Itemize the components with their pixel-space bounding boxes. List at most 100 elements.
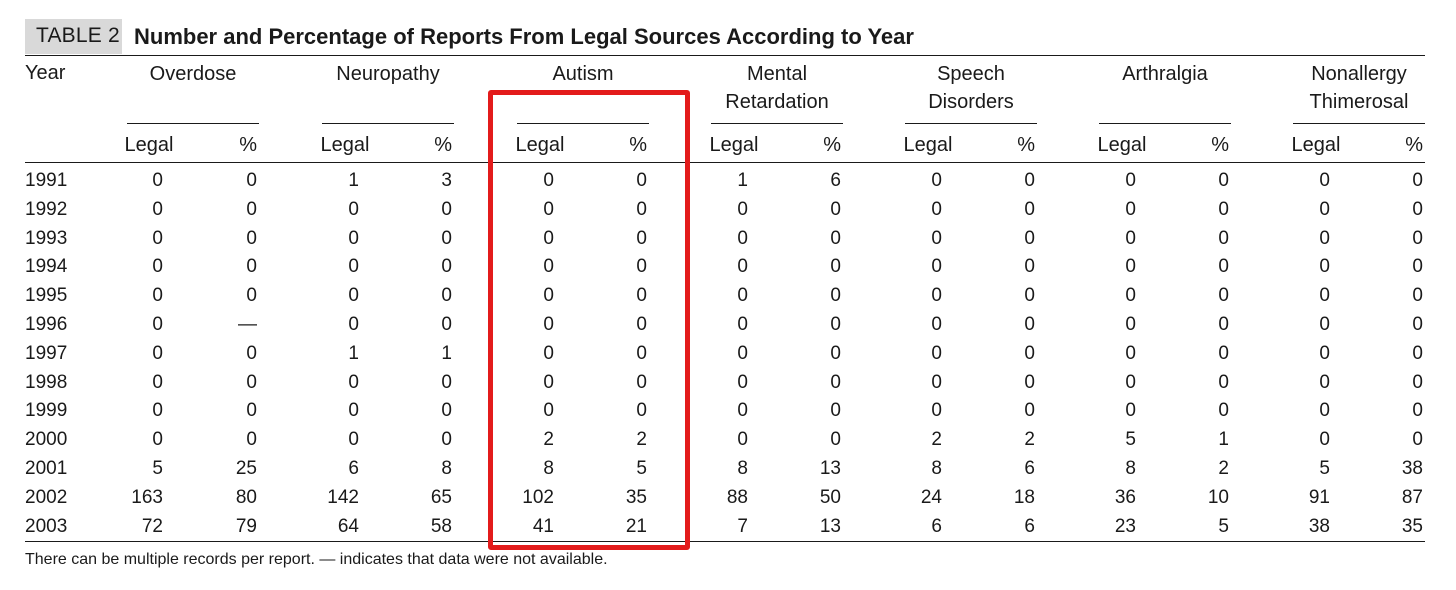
- percent-cell: 0: [1412, 227, 1423, 249]
- legal-count-cell: 0: [1125, 314, 1136, 335]
- percent-cell: 1: [441, 342, 452, 364]
- autism-highlight-box: [488, 90, 690, 550]
- percent-cell: 0: [830, 314, 841, 335]
- legal-count-cell: 0: [543, 342, 554, 364]
- table-label-box: [25, 19, 122, 54]
- group-header-6: Nonallergy Thimerosal: [1309, 63, 1409, 113]
- percent-cell: 0: [1218, 342, 1229, 364]
- legal-count-cell: 0: [1319, 400, 1330, 422]
- percent-cell: 18: [1013, 486, 1035, 508]
- legal-count-cell: 0: [737, 314, 748, 335]
- legal-count-cell: 5: [152, 458, 163, 479]
- legal-count-cell: 0: [931, 170, 942, 191]
- legal-count-cell: 0: [1319, 170, 1330, 191]
- percent-cell: 0: [1412, 198, 1423, 220]
- sub-header-legal-4: Legal: [903, 134, 953, 156]
- legal-count-cell: 0: [737, 371, 748, 393]
- header-rule: [25, 162, 1425, 163]
- group-underline-1: [322, 123, 454, 124]
- year-cell: 1994: [25, 256, 68, 278]
- percent-cell: 5: [636, 458, 647, 479]
- legal-count-cell: 7: [737, 515, 748, 537]
- legal-count-cell: 142: [327, 486, 359, 508]
- percent-cell: 0: [441, 198, 452, 220]
- legal-count-cell: 0: [152, 400, 163, 422]
- sub-header-legal-3: Legal: [709, 134, 759, 156]
- legal-count-cell: 0: [1125, 342, 1136, 364]
- percent-cell: 0: [636, 170, 647, 191]
- legal-count-cell: 0: [348, 314, 359, 335]
- percent-cell: 0: [1412, 314, 1423, 335]
- percent-cell: 0: [1024, 371, 1035, 393]
- percent-cell: 0: [1024, 227, 1035, 249]
- percent-cell: 0: [830, 342, 841, 364]
- percent-cell: 79: [235, 515, 257, 537]
- percent-cell: 87: [1401, 486, 1423, 508]
- table-row: 1996 0 — 0 0 0 0 0 0 0 0 0 0 0 0: [0, 314, 1456, 342]
- percent-cell: 0: [1218, 285, 1229, 307]
- percent-cell: 0: [1412, 256, 1423, 278]
- table-row: 2003 72 79 64 58 41 21 7 13 6 6 23 5 38 35: [0, 516, 1456, 544]
- group-header-4: Speech Disorders: [928, 63, 1014, 113]
- percent-cell: 0: [830, 256, 841, 278]
- legal-count-cell: 1: [348, 342, 359, 364]
- percent-cell: 2: [636, 429, 647, 451]
- group-header-0: Overdose: [149, 63, 237, 85]
- percent-cell: 6: [1024, 515, 1035, 537]
- percent-cell: 0: [636, 342, 647, 364]
- legal-count-cell: 0: [1319, 429, 1330, 451]
- legal-count-cell: 5: [1125, 429, 1136, 451]
- table-row: 2001 5 25 6 8 8 5 8 13 8 6 8 2 5 38: [0, 458, 1456, 486]
- sub-header-legal-5: Legal: [1097, 134, 1147, 156]
- legal-count-cell: 0: [152, 314, 163, 335]
- group-header-2: Autism: [552, 63, 614, 85]
- legal-count-cell: 5: [1319, 458, 1330, 479]
- year-cell: 1991: [25, 170, 68, 191]
- legal-count-cell: 0: [543, 227, 554, 249]
- legal-count-cell: 0: [348, 400, 359, 422]
- percent-cell: 0: [246, 400, 257, 422]
- percent-cell: 0: [1024, 342, 1035, 364]
- table-label: TABLE 2: [36, 24, 120, 47]
- legal-count-cell: 6: [931, 515, 942, 537]
- legal-count-cell: 0: [543, 170, 554, 191]
- legal-count-cell: 0: [931, 371, 942, 393]
- percent-cell: 0: [1024, 285, 1035, 307]
- percent-cell: 25: [235, 458, 257, 479]
- legal-count-cell: 24: [920, 486, 942, 508]
- legal-count-cell: 0: [152, 170, 163, 191]
- percent-cell: 0: [636, 400, 647, 422]
- percent-cell: 3: [441, 170, 452, 191]
- table-row: 1999 0 0 0 0 0 0 0 0 0 0 0 0 0 0: [0, 400, 1456, 428]
- legal-count-cell: 0: [152, 342, 163, 364]
- bottom-rule: [25, 541, 1425, 542]
- legal-count-cell: 0: [931, 342, 942, 364]
- legal-count-cell: 0: [152, 198, 163, 220]
- legal-count-cell: 23: [1114, 515, 1136, 537]
- legal-count-cell: 0: [152, 256, 163, 278]
- legal-count-cell: 0: [543, 256, 554, 278]
- percent-cell: 58: [430, 515, 452, 537]
- year-cell: 2001: [25, 458, 68, 479]
- legal-count-cell: 0: [1125, 170, 1136, 191]
- percent-cell: 0: [441, 429, 452, 451]
- percent-cell: 0: [441, 371, 452, 393]
- group-header-5: Arthralgia: [1122, 63, 1208, 85]
- percent-cell: 0: [441, 314, 452, 335]
- legal-count-cell: 0: [1125, 227, 1136, 249]
- group-underline-4: [905, 123, 1037, 124]
- legal-count-cell: 1: [348, 170, 359, 191]
- legal-count-cell: 0: [1319, 285, 1330, 307]
- legal-count-cell: 0: [152, 285, 163, 307]
- legal-count-cell: 0: [348, 256, 359, 278]
- percent-cell: 0: [636, 256, 647, 278]
- percent-cell: 0: [1024, 256, 1035, 278]
- sub-header-percent-6: %: [1405, 134, 1423, 156]
- percent-cell: 65: [430, 486, 452, 508]
- group-underline-5: [1099, 123, 1231, 124]
- sub-header-percent-4: %: [1017, 134, 1035, 156]
- percent-cell: —: [238, 314, 257, 335]
- percent-cell: 0: [1412, 429, 1423, 451]
- percent-cell: 0: [1024, 314, 1035, 335]
- legal-count-cell: 8: [1125, 458, 1136, 479]
